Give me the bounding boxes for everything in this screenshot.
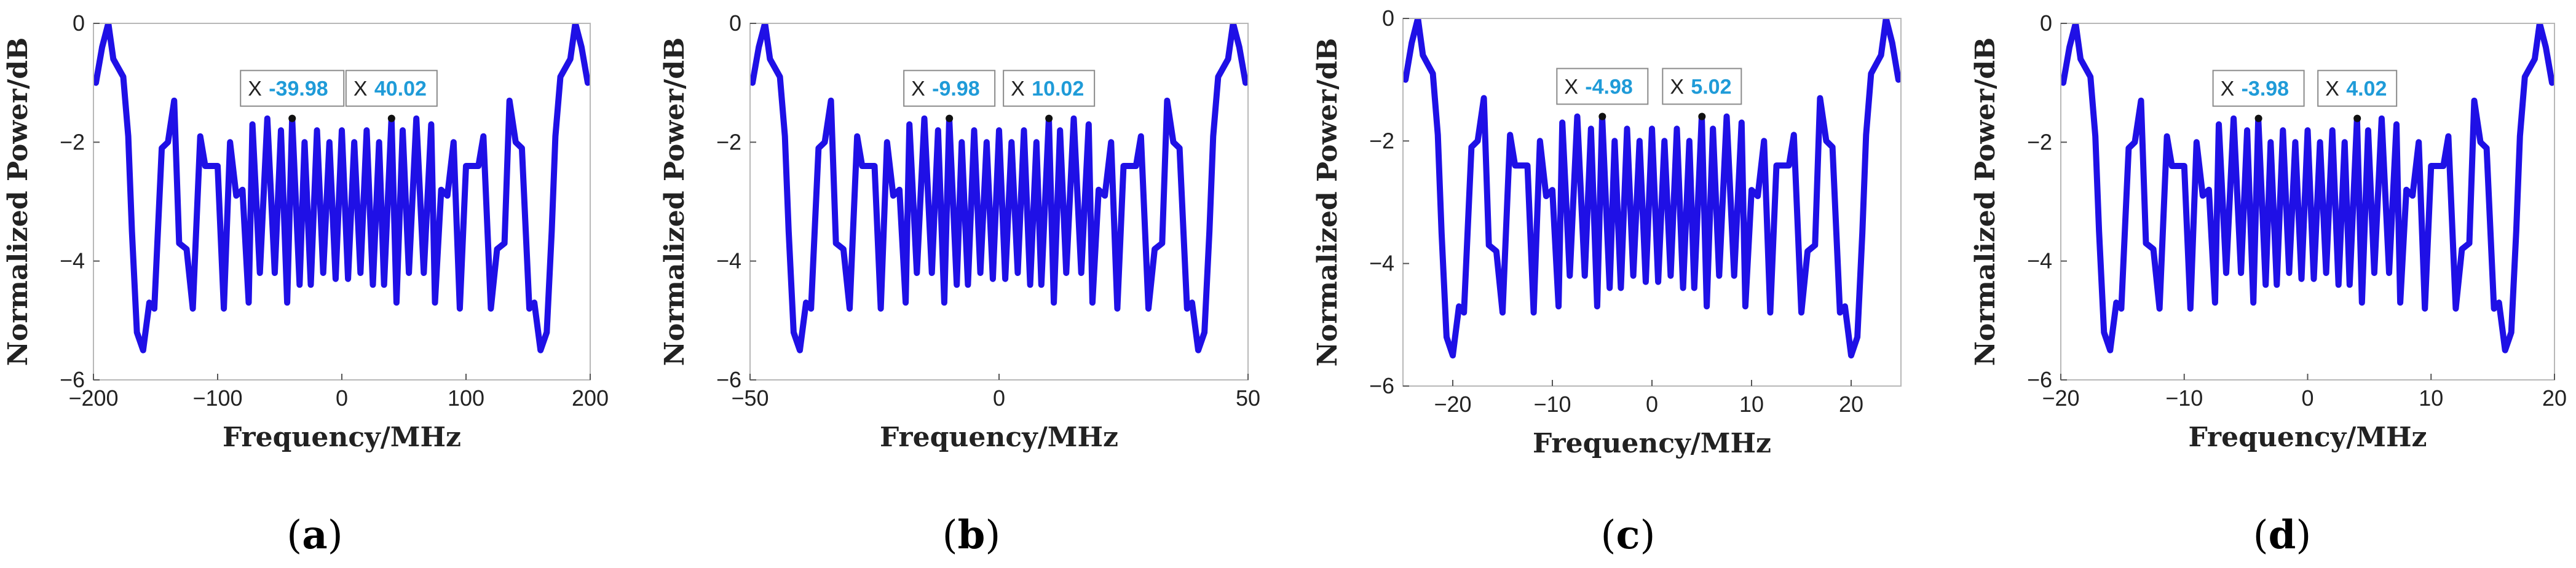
datatip-x-label: X xyxy=(2325,77,2339,101)
datatip-x-label: X xyxy=(248,77,262,101)
datatip-x-label: X xyxy=(2221,77,2235,101)
series-line-spectrum xyxy=(93,23,590,353)
datatip-value: -9.98 xyxy=(932,77,980,101)
x-axis-label: Frequency/MHz xyxy=(223,422,461,453)
x-tick-label: −100 xyxy=(192,385,242,411)
datatip-box[interactable] xyxy=(2317,69,2398,107)
x-tick-label: 10 xyxy=(2419,385,2443,411)
datatip-value: -4.98 xyxy=(1585,75,1633,98)
datatip-point[interactable] xyxy=(2254,114,2262,122)
y-tick-label: −2 xyxy=(1369,128,1394,153)
datatip-value: 40.02 xyxy=(374,77,427,101)
datatip-box[interactable] xyxy=(345,69,438,107)
datatip-point[interactable] xyxy=(2353,114,2361,122)
panel-caption: (d) xyxy=(2253,512,2312,558)
panel-d: −20 −10 0 10 20 0 −2 −4 −6 Frequency/MHz Normalize… xyxy=(1970,10,2567,558)
series-line-spectrum xyxy=(2061,23,2554,353)
y-tick-label: −2 xyxy=(2027,129,2052,154)
x-tick-label: 0 xyxy=(1646,392,1658,417)
series-line-spectrum xyxy=(750,23,1248,353)
x-tick-label: 50 xyxy=(1236,385,1260,411)
y-tick-label: −6 xyxy=(1369,373,1394,398)
x-tick-label: −10 xyxy=(2165,385,2203,411)
datatip-box[interactable] xyxy=(240,69,345,107)
x-axis-label: Frequency/MHz xyxy=(1533,428,1771,459)
y-tick-label: 0 xyxy=(729,10,741,36)
y-tick-label: 0 xyxy=(2040,10,2052,36)
panel-b: −50 0 50 0 −2 −4 −6 Frequency/MHz Normalized Pow… xyxy=(659,10,1260,558)
x-tick-label: 0 xyxy=(993,385,1005,411)
x-tick-label: 20 xyxy=(2542,385,2567,411)
datatip-point[interactable] xyxy=(288,114,296,122)
panel-caption: (a) xyxy=(286,512,342,558)
datatip-point[interactable] xyxy=(1598,112,1606,120)
datatip-x-label: X xyxy=(1564,75,1578,98)
y-tick-label: −4 xyxy=(1369,251,1394,276)
y-tick-label: −4 xyxy=(716,248,741,274)
x-tick-label: −20 xyxy=(2042,385,2079,411)
x-tick-label: 0 xyxy=(336,385,348,411)
y-axis-label: Normalized Power/dB xyxy=(2,37,34,366)
x-tick-label: 10 xyxy=(1739,392,1764,417)
x-tick-label: −50 xyxy=(731,385,768,411)
y-tick-label: −4 xyxy=(60,248,85,274)
panel-caption: (b) xyxy=(942,512,1001,558)
x-tick-label: 20 xyxy=(1839,392,1863,417)
datatip-point[interactable] xyxy=(946,114,954,122)
datatip-x-label: X xyxy=(1670,75,1684,98)
datatip-box[interactable] xyxy=(2212,69,2305,107)
y-tick-label: −4 xyxy=(2027,248,2052,274)
datatip-box[interactable] xyxy=(903,69,996,107)
x-tick-label: −10 xyxy=(1533,392,1571,417)
y-tick-label: 0 xyxy=(73,10,85,36)
y-tick-label: −6 xyxy=(60,367,85,392)
series-line-spectrum xyxy=(1403,18,1901,359)
y-axis-label: Normalized Power/dB xyxy=(1312,38,1343,367)
y-axis-label: Normalized Power/dB xyxy=(1970,37,2001,366)
y-tick-label: 0 xyxy=(1382,6,1394,31)
y-axis-label: Normalized Power/dB xyxy=(659,37,690,366)
y-tick-label: −2 xyxy=(60,129,85,154)
datatip-box[interactable] xyxy=(1556,68,1649,105)
panel-c: −20 −10 0 10 20 0 −2 −4 −6 Frequency/MHz Normalize… xyxy=(1312,6,1902,558)
datatip-value: 5.02 xyxy=(1691,75,1731,98)
datatip-box[interactable] xyxy=(1003,69,1096,107)
datatip-value: 4.02 xyxy=(2346,77,2387,101)
datatip-value: 10.02 xyxy=(1032,77,1084,101)
x-tick-label: 100 xyxy=(448,385,484,411)
y-tick-label: −2 xyxy=(716,129,741,154)
y-tick-label: −6 xyxy=(716,367,741,392)
x-tick-label: 0 xyxy=(2301,385,2313,411)
datatip-x-label: X xyxy=(354,77,368,101)
x-axis-label: Frequency/MHz xyxy=(2188,422,2427,453)
datatip-point[interactable] xyxy=(1698,112,1706,120)
datatip-x-label: X xyxy=(911,77,925,101)
datatip-box[interactable] xyxy=(1662,68,1742,105)
x-tick-label: −20 xyxy=(1434,392,1471,417)
x-tick-label: −200 xyxy=(68,385,118,411)
panel-a: −200 −100 0 100 200 0 −2 −4 −6 Frequency/MHz Norma… xyxy=(2,10,609,558)
datatip-x-label: X xyxy=(1011,77,1025,101)
datatip-value: -3.98 xyxy=(2242,77,2290,101)
panel-caption: (c) xyxy=(1601,512,1656,558)
datatip-point[interactable] xyxy=(387,114,395,122)
x-axis-label: Frequency/MHz xyxy=(880,422,1118,453)
datatip-value: -39.98 xyxy=(269,77,328,101)
x-tick-label: 200 xyxy=(572,385,609,411)
y-tick-label: −6 xyxy=(2027,367,2052,392)
datatip-point[interactable] xyxy=(1045,114,1053,122)
